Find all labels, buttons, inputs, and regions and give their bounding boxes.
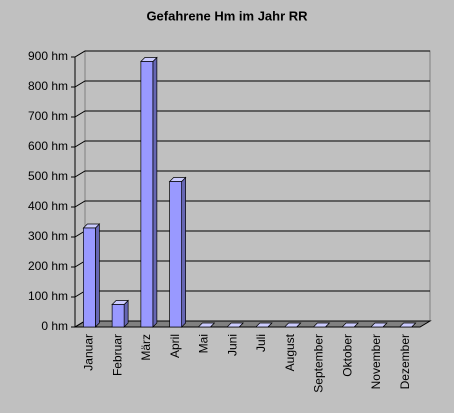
x-tick-label: Juli xyxy=(254,334,268,352)
x-tick-label: März xyxy=(139,334,153,361)
bar-top xyxy=(197,322,216,328)
bar-group xyxy=(370,322,388,328)
grid-line xyxy=(74,170,430,178)
bar-top xyxy=(398,322,417,328)
bar-group xyxy=(168,176,187,328)
bar-group xyxy=(197,322,216,328)
bar-group xyxy=(111,299,129,328)
x-tick-label: Juni xyxy=(225,334,239,356)
bar-group xyxy=(226,322,244,328)
x-tick-label: August xyxy=(283,333,297,371)
bar-side xyxy=(152,56,158,328)
y-tick-label: 300 hm xyxy=(28,229,68,243)
x-tick-label: September xyxy=(312,334,326,393)
bar-group xyxy=(255,322,273,328)
bar-top xyxy=(283,322,302,328)
bar-group xyxy=(82,223,101,328)
bar-group xyxy=(312,322,331,328)
bar-group xyxy=(283,322,302,328)
bar-side xyxy=(95,223,100,328)
grid-line xyxy=(74,140,430,148)
bar xyxy=(83,227,96,328)
x-tick-label: Oktober xyxy=(340,334,354,377)
y-tick-label: 200 hm xyxy=(28,259,68,273)
bar-side xyxy=(181,176,186,328)
bar-top xyxy=(312,322,331,328)
grid-line xyxy=(74,110,430,118)
bar-top xyxy=(341,322,359,328)
x-tick-label: Januar xyxy=(82,334,96,371)
bar xyxy=(140,61,154,328)
y-tick-label: 900 hm xyxy=(28,49,68,63)
y-tick-label: 100 hm xyxy=(28,289,68,303)
y-tick-label: 500 hm xyxy=(28,169,68,183)
x-tick-label: Februar xyxy=(110,334,124,376)
bar xyxy=(111,304,125,328)
bar-top xyxy=(255,322,273,328)
grid-line xyxy=(74,200,430,208)
x-tick-label: November xyxy=(369,334,383,389)
y-tick-label: 800 hm xyxy=(28,79,68,93)
y-tick-label: 700 hm xyxy=(28,109,68,123)
bar-group xyxy=(341,322,359,328)
bar-side xyxy=(123,299,129,328)
chart-title: Gefahrene Hm im Jahr RR xyxy=(146,8,308,23)
bar-group xyxy=(140,56,158,328)
y-tick-label: 600 hm xyxy=(28,139,68,153)
bar-top xyxy=(370,322,388,328)
x-tick-label: April xyxy=(168,334,182,358)
bar xyxy=(169,181,182,328)
x-tick-label: Mai xyxy=(197,334,211,353)
bar-group xyxy=(398,322,417,328)
x-tick-label: Dezember xyxy=(398,334,412,389)
grid-line xyxy=(74,50,430,58)
bar-top xyxy=(226,322,244,328)
grid-line xyxy=(74,80,430,88)
y-tick-label: 0 hm xyxy=(41,319,68,333)
back-wall xyxy=(84,50,431,322)
y-tick-label: 400 hm xyxy=(28,199,68,213)
